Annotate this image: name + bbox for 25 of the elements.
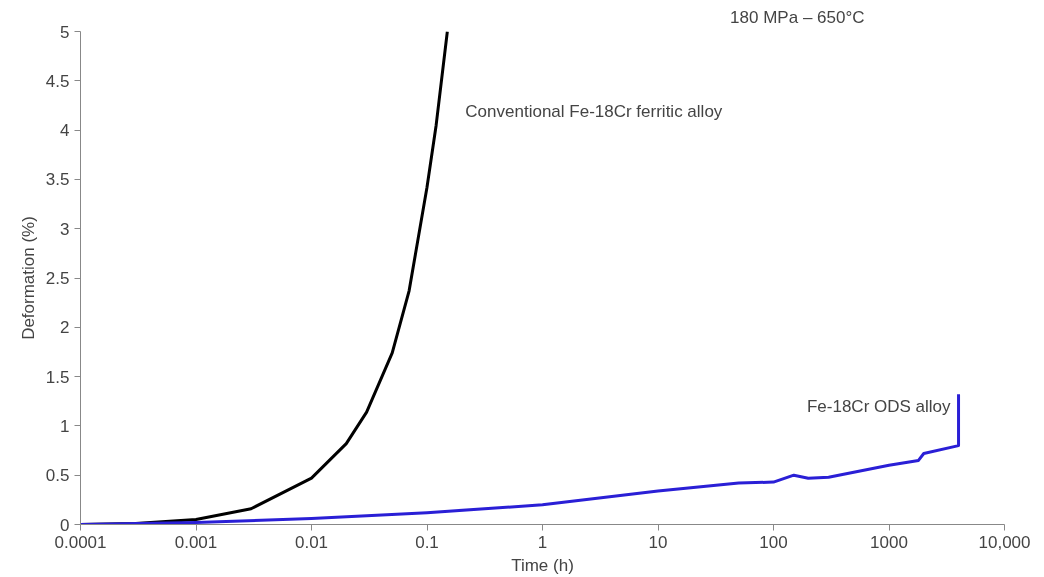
x-tick-label: 10,000 xyxy=(978,532,1031,552)
y-axis-title: Deformation (%) xyxy=(18,216,38,340)
y-tick-label: 3 xyxy=(60,219,70,239)
y-tick-label: 4.5 xyxy=(45,71,70,91)
text: 180 MPa – 650°C xyxy=(730,7,865,27)
y-tick-label: 5 xyxy=(60,22,70,42)
x-tick-label: 0.1 xyxy=(415,532,439,552)
x-tick-label: 0.001 xyxy=(174,532,218,552)
x-tick-label: 0.01 xyxy=(294,532,329,552)
x-tick-label: 100 xyxy=(759,532,788,552)
x-tick-label: 0.0001 xyxy=(54,532,107,552)
y-tick-label: 1 xyxy=(60,416,70,436)
y-tick-label: 4 xyxy=(60,121,70,141)
y-tick-label: 2 xyxy=(60,318,70,338)
y-tick-label: 0.5 xyxy=(45,466,70,486)
x-tick-label: 1000 xyxy=(870,532,908,552)
series-label: Fe-18Cr ODS alloy xyxy=(806,396,952,416)
y-tick-label: 2.5 xyxy=(45,269,70,288)
x-tick-label: 10 xyxy=(648,532,668,552)
x-tick-label: 1 xyxy=(537,532,548,552)
y-tick-label: 3.5 xyxy=(45,170,70,190)
series-label: Conventional Fe-18Cr ferritic alloy xyxy=(465,102,723,121)
y-tick-label: 1.5 xyxy=(45,367,70,387)
y-tick-label: 0 xyxy=(60,515,70,535)
x-axis-title: Time (h) xyxy=(511,555,574,575)
